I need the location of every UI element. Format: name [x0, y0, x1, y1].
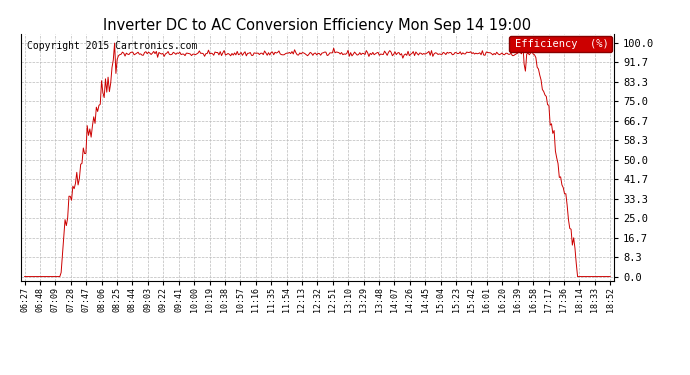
Legend: Efficiency  (%): Efficiency (%)	[509, 36, 612, 52]
Title: Inverter DC to AC Conversion Efficiency Mon Sep 14 19:00: Inverter DC to AC Conversion Efficiency …	[104, 18, 531, 33]
Text: Copyright 2015 Cartronics.com: Copyright 2015 Cartronics.com	[27, 41, 197, 51]
